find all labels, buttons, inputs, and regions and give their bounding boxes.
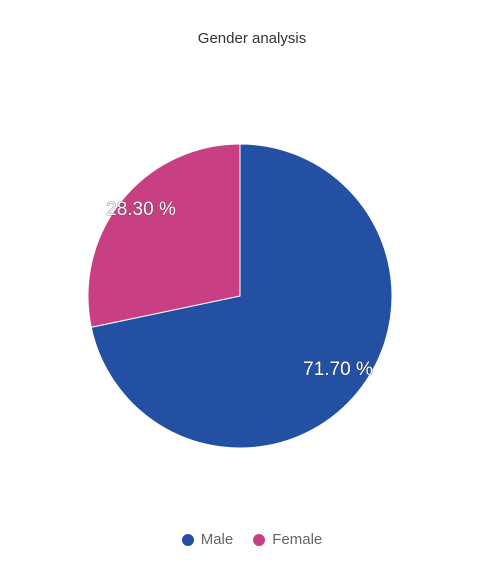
legend-item-female[interactable]: Female	[253, 531, 322, 548]
chart-title: Gender analysis	[197, 30, 307, 47]
legend-label-female: Female	[272, 531, 323, 548]
data-label-male: 71.70 %	[303, 359, 373, 380]
legend-marker-male	[181, 533, 194, 546]
legend-item-male[interactable]: Male	[181, 531, 234, 548]
legend: Male Female	[0, 531, 504, 548]
legend-marker-female	[253, 533, 266, 546]
data-label-female: 28.30 %	[106, 199, 176, 220]
legend-label-male: Male	[200, 531, 234, 548]
pie-slice-male[interactable]	[90, 143, 393, 449]
pie-slice-female[interactable]	[87, 143, 241, 328]
